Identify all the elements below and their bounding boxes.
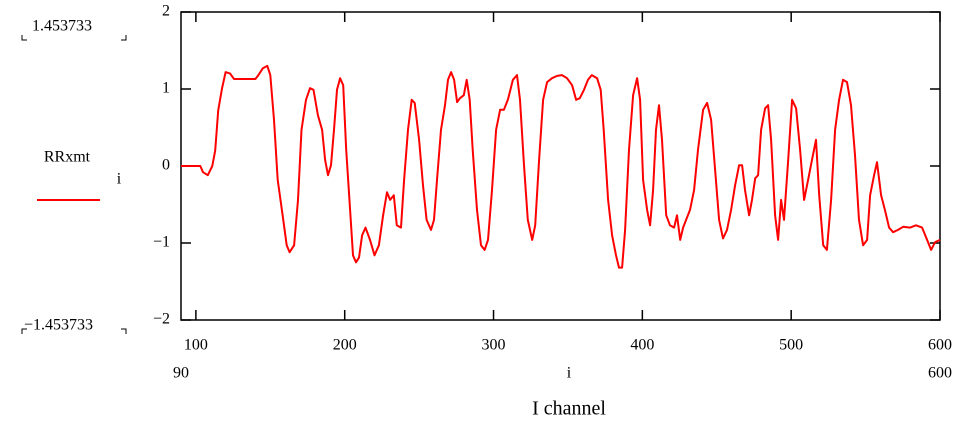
range-brackets (21, 35, 127, 334)
x-tick-label: 200 (333, 337, 357, 354)
legend-label: RRxmt (44, 149, 91, 166)
chart-title: I channel (532, 398, 606, 420)
x-range-min: 90 (173, 365, 189, 382)
y-range-min: −1.453733 (24, 317, 93, 334)
x-tick-label: 400 (630, 337, 654, 354)
x-range-max: 600 (928, 365, 952, 382)
x-tick-label: 500 (779, 337, 803, 354)
x-tick-label: 600 (928, 337, 952, 354)
plot-frame (180, 11, 941, 321)
y-tick-label: −2 (153, 311, 170, 328)
x-axis-label: i (567, 365, 572, 382)
y-tick-label: 0 (162, 157, 170, 174)
y-tick-label: −1 (153, 234, 170, 251)
y-tick-label: 2 (162, 3, 170, 20)
y-range-max: 1.453733 (32, 18, 92, 35)
x-tick-label: 300 (482, 337, 506, 354)
legend-subscript: i (117, 171, 122, 188)
x-tick-label: 100 (184, 337, 208, 354)
data-line (181, 64, 941, 269)
y-tick-label: 1 (162, 80, 170, 97)
